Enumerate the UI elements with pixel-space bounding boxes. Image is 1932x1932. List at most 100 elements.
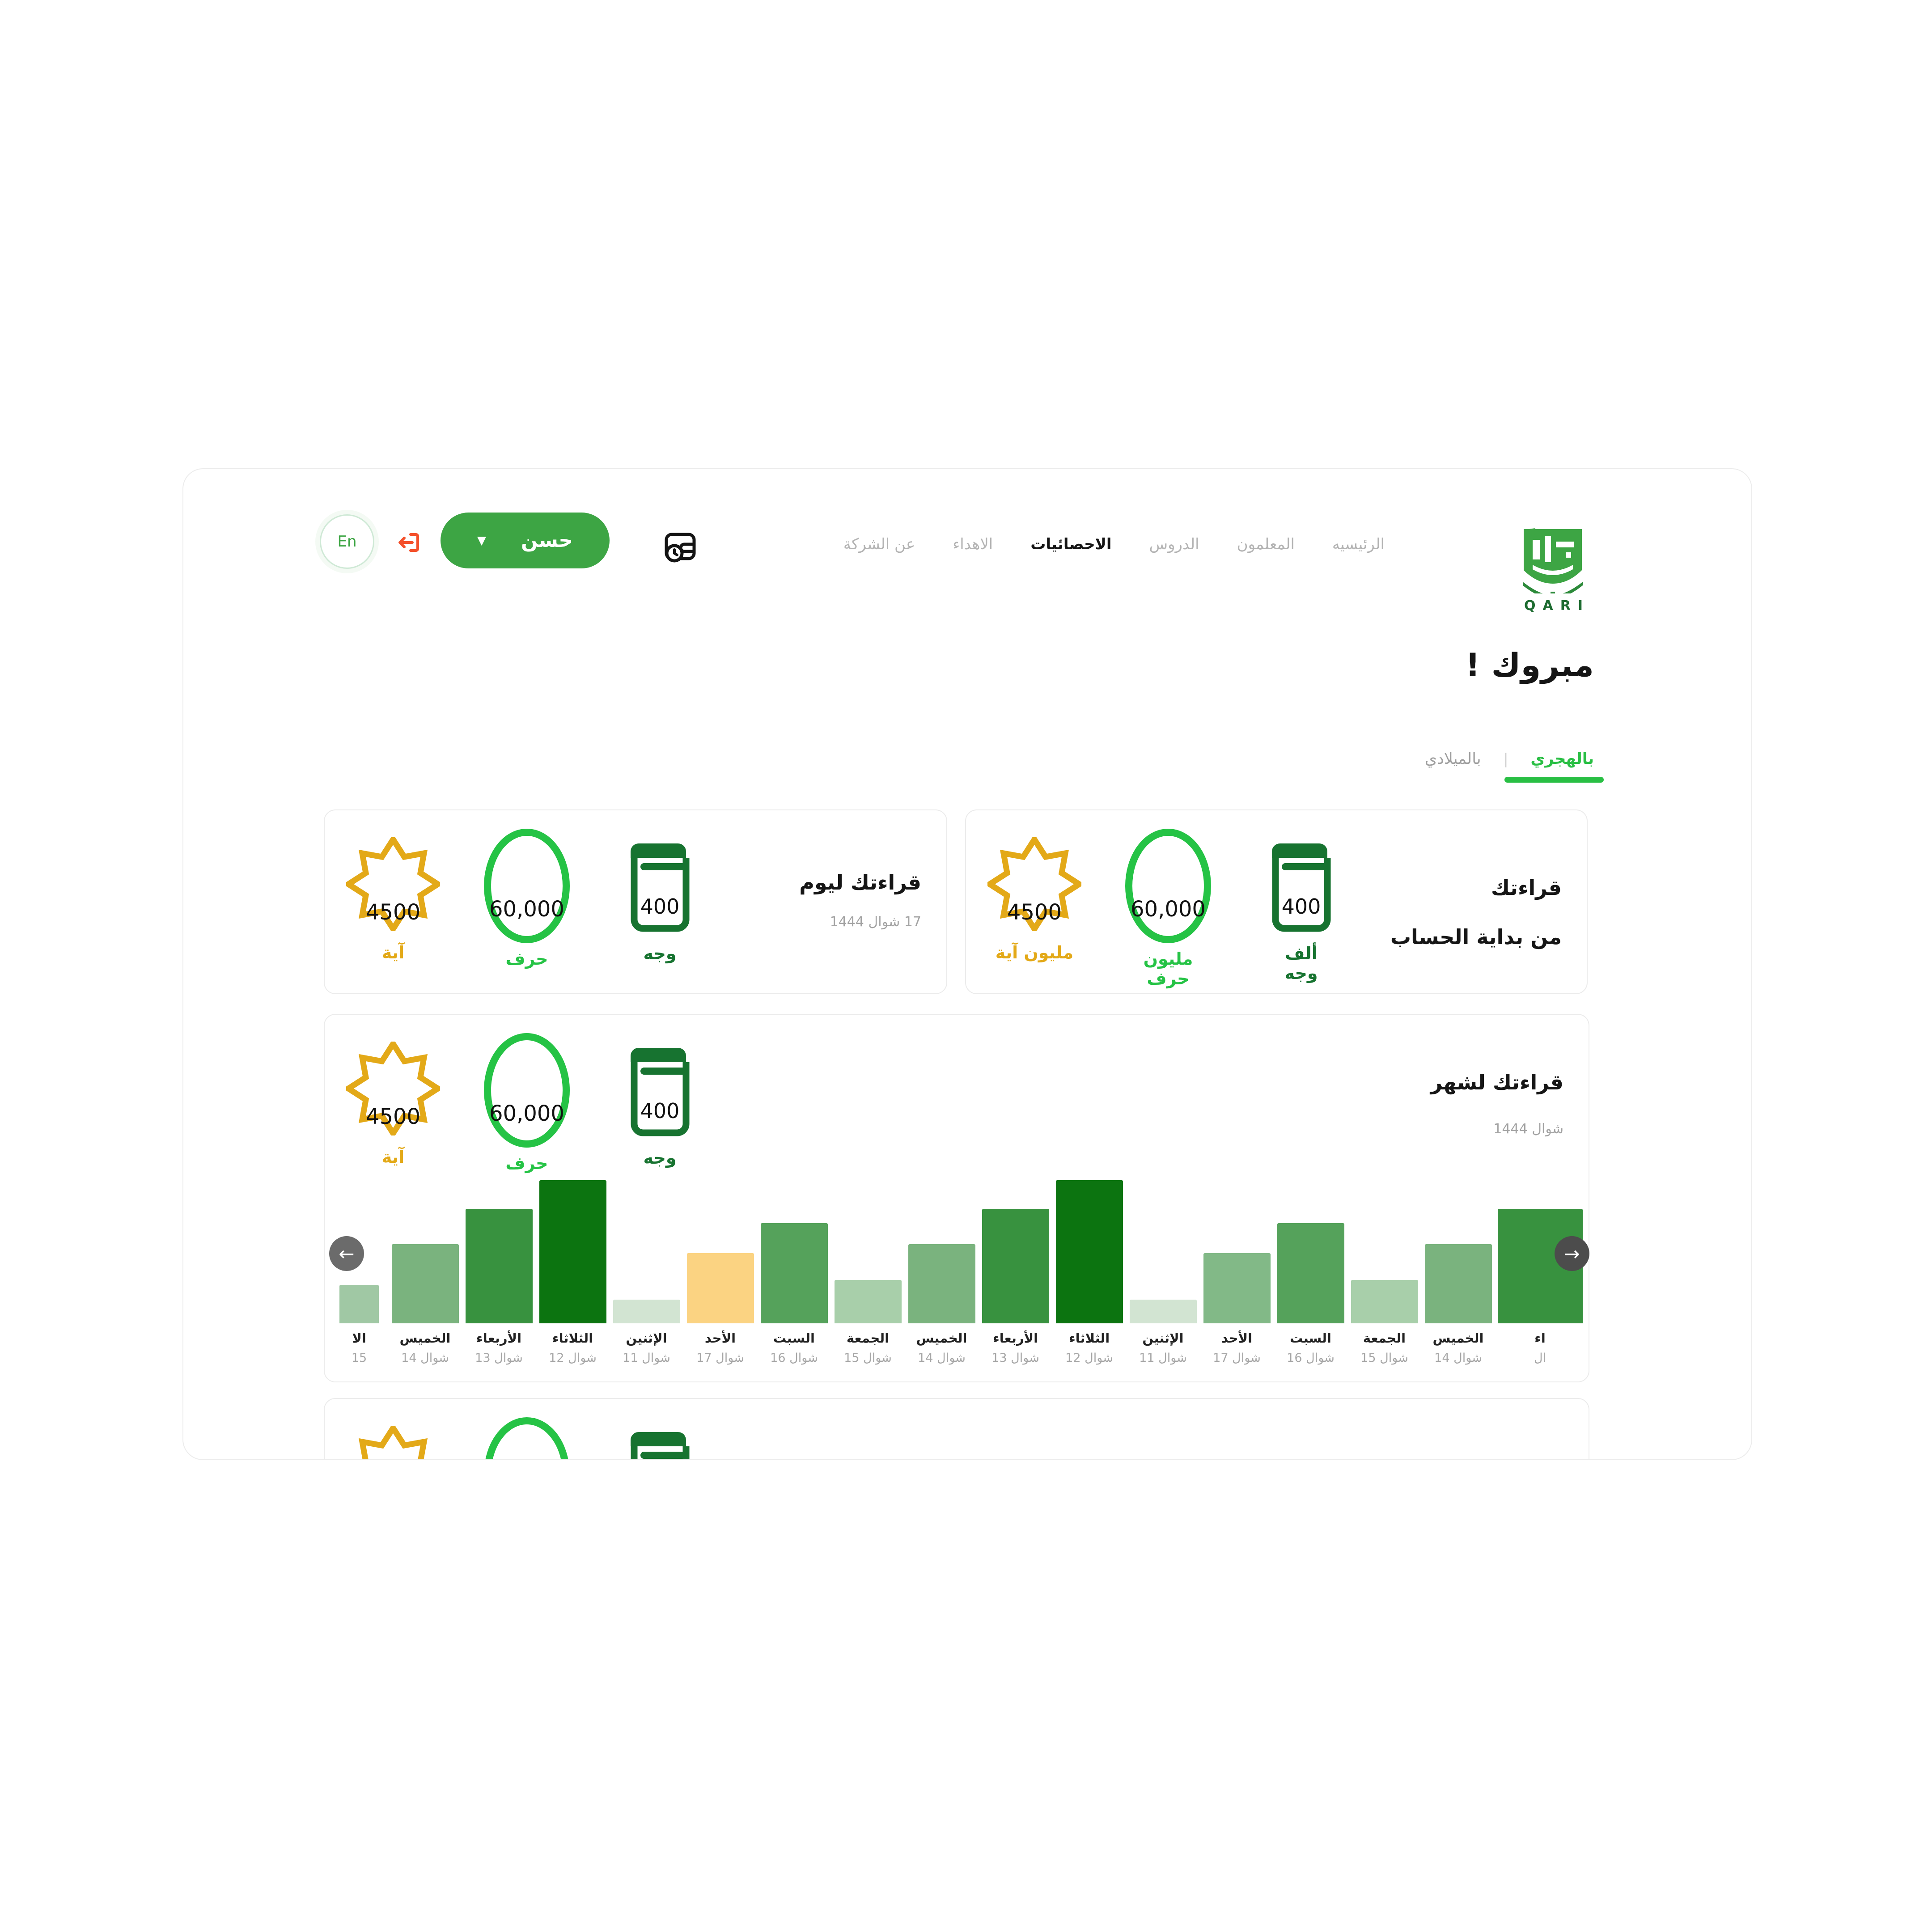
chevron-down-icon: ▼ bbox=[477, 534, 486, 547]
nav-link[interactable]: الاحصائيات bbox=[1030, 535, 1112, 553]
circle-icon bbox=[482, 1416, 572, 1460]
bar-date-label: 12 شوال bbox=[549, 1351, 597, 1365]
bar bbox=[982, 1209, 1049, 1323]
bar-date-label: ال bbox=[1534, 1351, 1546, 1365]
chart-slot: الأربعاء 13 شوال bbox=[979, 1015, 1052, 1365]
stat-value: 60,000 bbox=[489, 1101, 564, 1126]
qari-logo[interactable]: QARI bbox=[1517, 526, 1589, 614]
card-month-reading: قراءتك لشهر شوال 1444 4500 آية 60,000 حر… bbox=[324, 1014, 1589, 1382]
stat-value: 4500 bbox=[365, 1104, 421, 1129]
bar-day-label: الأربعاء bbox=[476, 1330, 522, 1346]
stat-label: مليون حرف bbox=[1143, 949, 1193, 988]
stat-label: وجه bbox=[643, 944, 677, 963]
stat-letters: 60,000 حرف bbox=[482, 1032, 572, 1173]
bar-day-label: الخميس bbox=[399, 1330, 451, 1346]
user-menu-button[interactable]: حسن ▼ bbox=[441, 513, 610, 568]
carousel-prev-button[interactable]: ← bbox=[329, 1236, 364, 1271]
stat-value: 400 bbox=[640, 894, 680, 919]
stat-verses: 4500 مليون آية bbox=[987, 837, 1081, 962]
card-today-reading: قراءتك ليوم 17 شوال 1444 4500 آية 60,000… bbox=[324, 809, 947, 994]
stat-label: وجه bbox=[643, 1148, 677, 1168]
stat-letters: 60,000 حرف bbox=[482, 827, 572, 969]
chart-slot: الأحد 17 شوال bbox=[1200, 1015, 1274, 1365]
nav-link[interactable]: عن الشركة bbox=[843, 535, 915, 553]
nav-link[interactable]: الاهداء bbox=[953, 535, 993, 553]
card-title: قراءتك ليوم bbox=[799, 870, 921, 894]
bar-date-label: 16 شوال bbox=[770, 1351, 818, 1365]
user-name: حسن bbox=[521, 529, 573, 552]
stat-label: آية bbox=[381, 1147, 405, 1167]
stat-letters bbox=[482, 1416, 572, 1460]
bar-day-label: الثلاثاء bbox=[552, 1330, 593, 1346]
circle-icon bbox=[482, 827, 572, 945]
bar-day-label: الجمعة bbox=[846, 1330, 890, 1346]
bar bbox=[465, 1209, 533, 1323]
bar bbox=[1055, 1180, 1123, 1323]
bar-date-label: 11 شوال bbox=[1139, 1351, 1187, 1365]
book-icon bbox=[625, 1426, 695, 1460]
chart-slot: الا 15 bbox=[330, 1015, 388, 1365]
chart-slot: السبت 16 شوال bbox=[1274, 1015, 1347, 1365]
stat-verses bbox=[346, 1426, 440, 1460]
book-icon bbox=[625, 837, 695, 933]
tab-separator: | bbox=[1503, 750, 1508, 767]
active-tab-underline bbox=[1504, 777, 1604, 783]
page-title: مبروك ! bbox=[1465, 646, 1594, 684]
bar bbox=[1424, 1244, 1492, 1323]
bar-date-label: 15 bbox=[351, 1351, 367, 1365]
nav-link[interactable]: الدروس bbox=[1149, 535, 1199, 553]
stat-value: 400 bbox=[1281, 894, 1321, 919]
bar-date-label: 13 شوال bbox=[475, 1351, 523, 1365]
bar-day-label: الخميس bbox=[916, 1330, 967, 1346]
bar-date-label: 17 شوال bbox=[1213, 1351, 1261, 1365]
star-icon bbox=[346, 1426, 440, 1460]
language-toggle[interactable]: En bbox=[320, 514, 374, 569]
carousel-next-button[interactable]: → bbox=[1555, 1236, 1589, 1271]
bar-date-label: 12 شوال bbox=[1065, 1351, 1113, 1365]
chart-slot: الخميس 14 شوال bbox=[905, 1015, 979, 1365]
chart-slot: الثلاثاء 12 شوال bbox=[1052, 1015, 1126, 1365]
stat-value: 4500 bbox=[365, 900, 421, 925]
stat-label: ألف وجه bbox=[1284, 944, 1318, 983]
bar-date-label: 14 شوال bbox=[918, 1351, 966, 1365]
nav-link[interactable]: المعلمون bbox=[1237, 535, 1295, 553]
card-title: قراءتك من بداية الحساب bbox=[1390, 876, 1562, 949]
bar-date-label: 15 شوال bbox=[1360, 1351, 1408, 1365]
chart-slot: اء ال bbox=[1495, 1015, 1585, 1365]
book-icon bbox=[1267, 837, 1336, 933]
stat-label: مليون آية bbox=[995, 943, 1074, 962]
tab-hijri[interactable]: بالهجري bbox=[1530, 750, 1594, 768]
nav-link[interactable]: الرئيسيه bbox=[1332, 535, 1385, 553]
card-next-partial bbox=[324, 1398, 1589, 1460]
bar bbox=[339, 1285, 379, 1323]
stat-label: حرف bbox=[505, 949, 548, 969]
chart-slot: الجمعة 15 شوال bbox=[1347, 1015, 1421, 1365]
bar bbox=[1277, 1223, 1344, 1323]
stat-label: حرف bbox=[505, 1153, 548, 1173]
logout-icon[interactable] bbox=[397, 531, 420, 556]
bar-day-label: السبت bbox=[773, 1330, 815, 1346]
bar-day-label: الا bbox=[352, 1330, 366, 1346]
chart-slot: الإثنين 11 شوال bbox=[610, 1015, 683, 1365]
stat-value: 400 bbox=[640, 1099, 680, 1123]
wallet-icon[interactable] bbox=[661, 527, 699, 568]
chart-slot: الثلاثاء 12 شوال bbox=[536, 1015, 610, 1365]
bar bbox=[1203, 1253, 1271, 1323]
stat-value: 60,000 bbox=[1131, 897, 1206, 922]
stat-pages: 400 وجه bbox=[625, 837, 695, 963]
bar bbox=[834, 1280, 902, 1323]
bar-date-label: 14 شوال bbox=[1434, 1351, 1482, 1365]
circle-icon bbox=[1123, 827, 1213, 945]
bar bbox=[391, 1244, 459, 1323]
bar bbox=[686, 1253, 754, 1323]
bar-day-label: الثلاثاء bbox=[1068, 1330, 1110, 1346]
bar-date-label: 14 شوال bbox=[401, 1351, 449, 1365]
stat-verses: 4500 آية bbox=[346, 837, 440, 962]
bar bbox=[908, 1244, 975, 1323]
bar-day-label: اء bbox=[1534, 1330, 1546, 1346]
bar bbox=[1129, 1300, 1197, 1323]
tab-gregorian[interactable]: بالميلادي bbox=[1424, 750, 1481, 768]
card-total-reading: قراءتك من بداية الحساب 4500 مليون آية 60… bbox=[965, 809, 1588, 994]
qari-logo-mark bbox=[1523, 528, 1583, 599]
chart-slot: الخميس 14 شوال bbox=[1421, 1015, 1495, 1365]
